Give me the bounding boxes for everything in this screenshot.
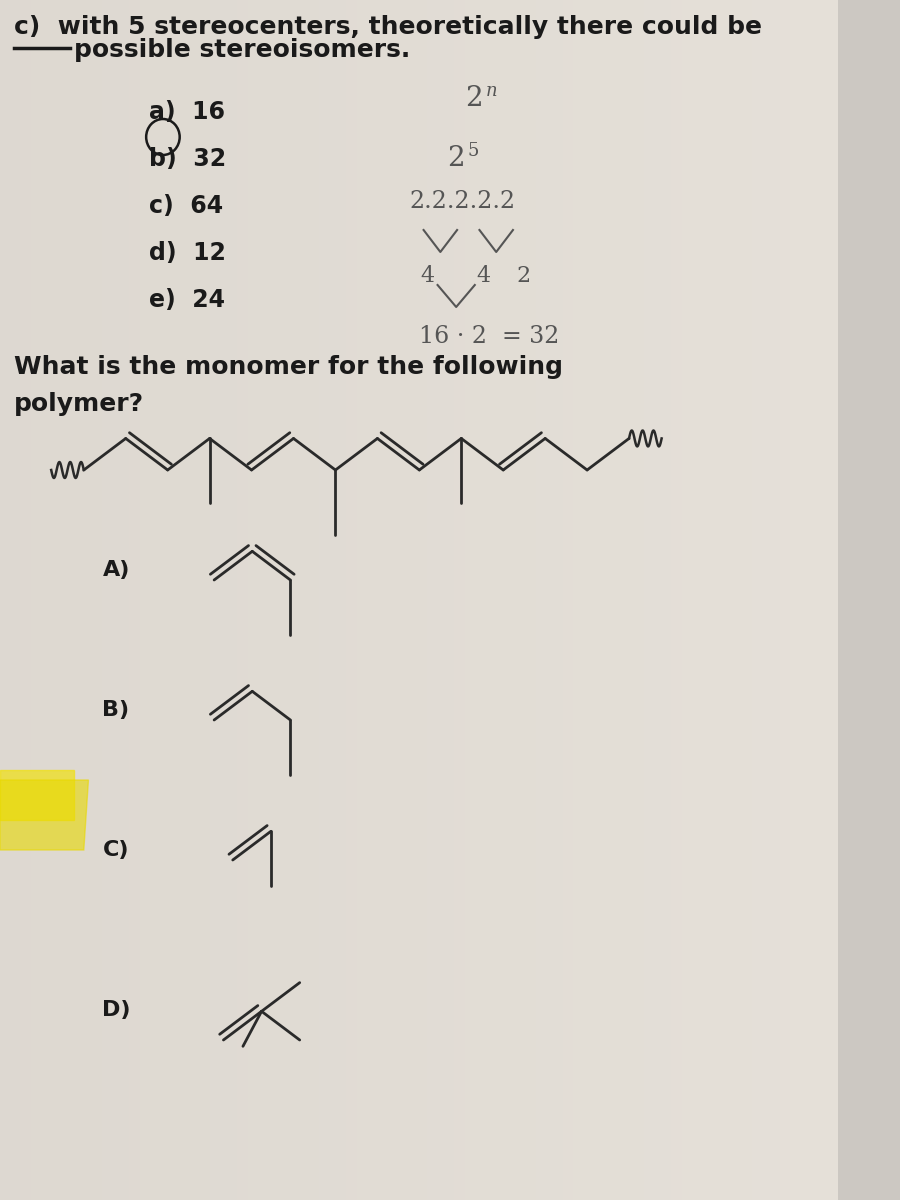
Text: e)  24: e) 24 — [149, 288, 225, 312]
Text: c)  with 5 stereocenters, theoretically there could be: c) with 5 stereocenters, theoretically t… — [14, 14, 762, 38]
Text: polymer?: polymer? — [14, 392, 144, 416]
Text: A): A) — [103, 560, 130, 580]
Text: 16 · 2  = 32: 16 · 2 = 32 — [418, 325, 559, 348]
Text: a)  16: a) 16 — [149, 100, 225, 124]
Text: D): D) — [103, 1000, 130, 1020]
Text: b)  32: b) 32 — [149, 146, 226, 170]
Text: 2: 2 — [517, 265, 531, 287]
Text: 2.2.2.2.2: 2.2.2.2.2 — [410, 190, 516, 214]
Text: B): B) — [103, 700, 130, 720]
Text: C): C) — [103, 840, 129, 860]
Text: What is the monomer for the following: What is the monomer for the following — [14, 355, 563, 379]
Polygon shape — [0, 780, 88, 850]
Text: 2: 2 — [465, 85, 483, 112]
Text: possible stereoisomers.: possible stereoisomers. — [75, 38, 410, 62]
Polygon shape — [0, 770, 75, 820]
Text: 4: 4 — [477, 265, 490, 287]
Text: 5: 5 — [467, 142, 479, 160]
Text: n: n — [486, 82, 498, 100]
Text: d)  12: d) 12 — [149, 241, 226, 265]
Text: c)  64: c) 64 — [149, 194, 223, 218]
Text: 2: 2 — [447, 145, 464, 172]
Text: 4: 4 — [421, 265, 435, 287]
